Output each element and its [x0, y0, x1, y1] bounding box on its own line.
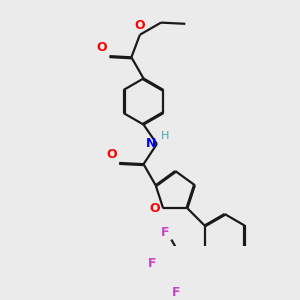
Text: F: F: [172, 286, 180, 299]
Text: F: F: [148, 256, 157, 270]
Text: O: O: [106, 148, 117, 161]
Text: H: H: [161, 131, 169, 141]
Text: O: O: [149, 202, 160, 215]
Text: O: O: [135, 19, 145, 32]
Text: F: F: [161, 226, 170, 239]
Text: N: N: [146, 137, 156, 151]
Text: O: O: [97, 41, 107, 54]
